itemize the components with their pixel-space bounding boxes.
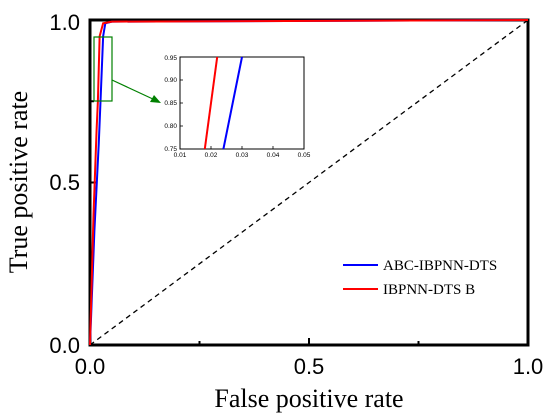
reference-diagonal-line	[89, 19, 529, 346]
inset-plot: 0.01 0.02 0.03 0.04 0.05 0.75 0.80 0.85 …	[164, 55, 310, 159]
x-axis-title: False positive rate	[214, 384, 403, 413]
y-tick-label-0: 0.0	[49, 333, 80, 358]
inset-y-tick-0-75: 0.75	[164, 146, 177, 153]
zoom-arrow	[111, 79, 156, 101]
legend: ABC-IBPNN-DTS IBPNN-DTS B	[343, 258, 497, 298]
legend-label-ibpnn-dts-b: IBPNN-DTS B	[383, 282, 475, 298]
inset-ticks	[179, 56, 305, 150]
y-tick-label-0-5: 0.5	[49, 170, 80, 195]
inset-y-tick-0-90: 0.90	[164, 77, 177, 84]
x-tick-label-0-5: 0.5	[294, 354, 325, 379]
inset-series-line-abc-ibpnn-dts	[222, 56, 243, 150]
inset-x-tick-0-03: 0.03	[236, 152, 249, 159]
x-tick-label-1: 1.0	[513, 354, 544, 379]
inset-y-tick-0-95: 0.95	[164, 55, 177, 62]
inset-x-tick-0-05: 0.05	[298, 152, 311, 159]
inset-x-tick-0-02: 0.02	[205, 152, 218, 159]
inset-series-line-ibpnn-dts-b	[203, 56, 219, 150]
y-axis-title: True positive rate	[4, 91, 33, 273]
x-tick-label-0: 0.0	[75, 354, 106, 379]
zoom-arrowhead	[150, 95, 161, 103]
inset-y-tick-0-80: 0.80	[164, 123, 177, 130]
zoom-highlight-box	[93, 36, 113, 102]
inset-frame	[179, 56, 305, 150]
inset-x-tick-0-04: 0.04	[267, 152, 280, 159]
inset-y-tick-0-85: 0.85	[164, 100, 177, 107]
inset-x-tick-0-01: 0.01	[174, 152, 187, 159]
y-tick-label-1: 1.0	[49, 10, 80, 35]
series-line-ibpnn-dts-b	[89, 19, 529, 346]
legend-label-abc-ibpnn-dts: ABC-IBPNN-DTS	[383, 258, 497, 274]
